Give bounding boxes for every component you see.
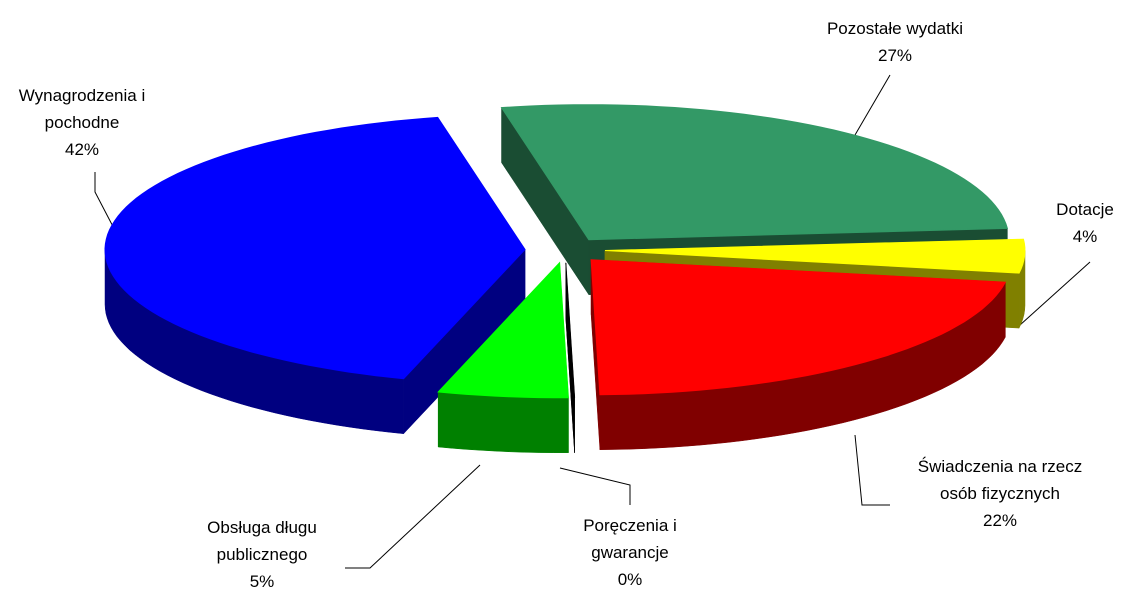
- leader-line: [854, 74, 891, 136]
- category-label: Świadczenia na rzecz osób fizycznych: [917, 457, 1083, 503]
- leader-line: [345, 464, 481, 569]
- data-label: Dotacje 4%: [1040, 196, 1127, 250]
- slice-side: [437, 391, 569, 453]
- category-label: Poręczenia i gwarancje: [583, 516, 677, 562]
- slice: [565, 262, 576, 398]
- leader-line: [854, 434, 890, 506]
- data-label: Obsługa długu publicznego 5%: [192, 514, 332, 595]
- slice: [437, 261, 569, 399]
- leader-line: [1019, 261, 1091, 326]
- data-label: Świadczenia na rzecz osób fizycznych 22%: [905, 453, 1095, 534]
- category-label: Obsługa długu publicznego: [207, 518, 317, 564]
- leader-line: [559, 467, 631, 505]
- value-label: 22%: [982, 511, 1018, 530]
- category-label: Pozostałe wydatki: [826, 19, 964, 38]
- slice: [104, 116, 526, 380]
- value-label: 0%: [617, 570, 643, 589]
- value-label: 5%: [249, 572, 275, 591]
- category-label: Dotacje: [1056, 200, 1114, 219]
- data-label: Poręczenia i gwarancje 0%: [565, 512, 695, 593]
- slice: [604, 238, 1026, 274]
- category-label: Wynagrodzenia i pochodne: [18, 86, 146, 132]
- slice: [590, 259, 1007, 396]
- data-label: Pozostałe wydatki 27%: [765, 15, 1025, 69]
- leader-line: [94, 172, 121, 241]
- value-label: 27%: [877, 46, 913, 65]
- slice: [500, 104, 1009, 241]
- value-label: 4%: [1072, 227, 1098, 246]
- data-label: Wynagrodzenia i pochodne 42%: [0, 82, 170, 163]
- value-label: 42%: [64, 140, 100, 159]
